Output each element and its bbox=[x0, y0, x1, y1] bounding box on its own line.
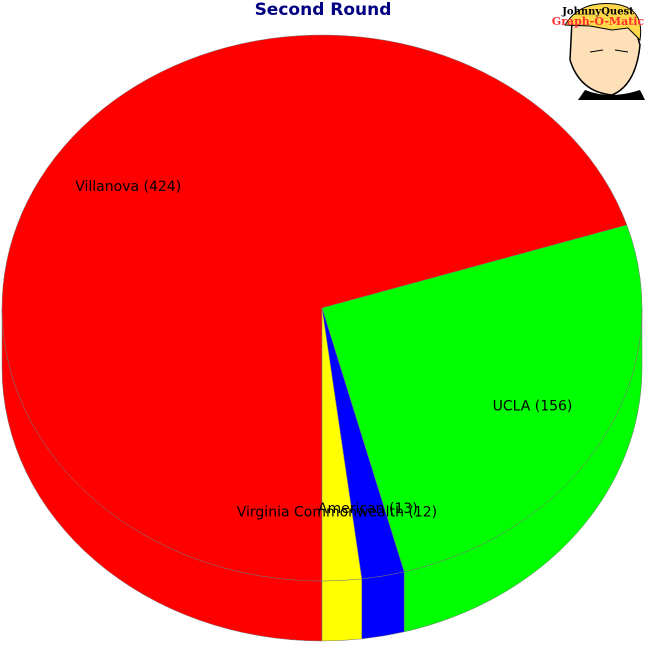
chart-title: Second Round bbox=[255, 0, 392, 20]
slice-label: UCLA (156) bbox=[493, 398, 573, 414]
logo-line2: Graph-O-Matic bbox=[552, 15, 645, 28]
slice-label: Villanova (424) bbox=[75, 179, 181, 195]
labels: Villanova (424) UCLA (156) American (13)Vi… bbox=[75, 179, 572, 520]
slice-label: Virginia Commonwealth (12) bbox=[237, 504, 437, 520]
pie bbox=[1, 34, 643, 642]
slice-side bbox=[321, 578, 363, 642]
slice-label: American (13) bbox=[318, 501, 418, 517]
slice-side bbox=[361, 571, 405, 640]
slice bbox=[321, 307, 363, 582]
slice bbox=[1, 34, 628, 582]
logo-line1: JohnnyQuest bbox=[561, 7, 634, 18]
slice bbox=[321, 224, 643, 573]
logo: JohnnyQuest Graph-O-Matic bbox=[552, 2, 645, 100]
